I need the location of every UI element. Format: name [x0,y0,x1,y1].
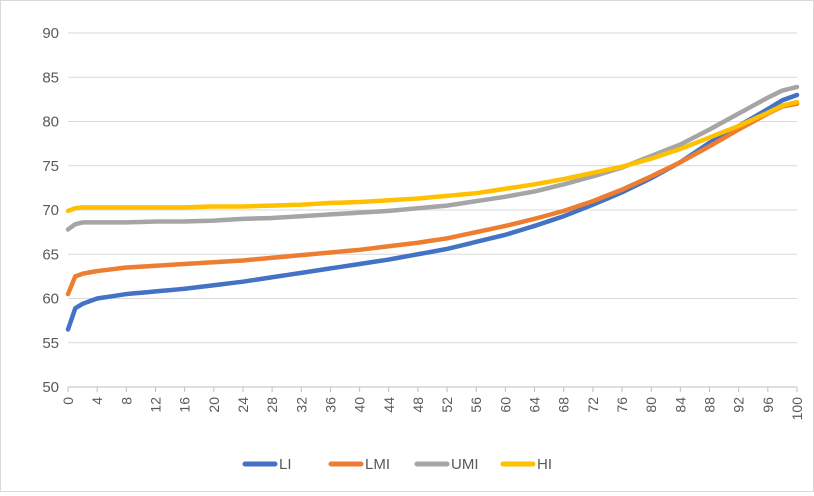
x-axis: 0 4 8 12 16 20 24 28 32 36 40 44 48 52 56 60 64 68 72 76 80 8… [60,386,805,421]
series-line-li [65,92,800,332]
x-tick-label: 28 [264,397,280,413]
x-tick-label: 56 [468,397,484,413]
x-tick-label: 16 [177,397,193,413]
y-tick-label: 90 [42,25,59,42]
x-tick-label: 88 [702,397,718,413]
x-tick-label: 72 [585,397,601,413]
x-tick-label: 48 [410,397,426,413]
y-tick-label: 55 [42,335,59,352]
x-tick-label: 12 [147,397,163,413]
x-tick-label: 84 [672,397,688,413]
legend-label-umi: UMI [451,456,479,473]
x-tick-label: 76 [614,397,630,413]
x-tick-label: 64 [527,397,543,413]
x-tick-label: 60 [497,397,513,413]
gridlines [68,32,797,344]
x-tick-label: 32 [293,397,309,413]
x-tick-label: 0 [60,397,76,405]
x-tick-label: 4 [89,397,105,405]
x-tick-label: 24 [235,397,251,413]
x-tick-label: 96 [760,397,776,413]
x-tick-label: 52 [439,397,455,413]
x-tick-label: 100 [789,397,805,421]
x-tick-label: 92 [731,397,747,413]
x-tick-label: 36 [322,397,338,413]
y-tick-label: 60 [42,291,59,308]
x-tick-label: 68 [556,397,572,413]
series-line-umi [65,84,800,232]
y-tick-label: 75 [42,158,59,175]
x-tick-label: 80 [643,397,659,413]
series-line-lmi [65,101,800,297]
x-tick-label: 8 [118,397,134,405]
x-tick-label: 20 [206,397,222,413]
series-line-hi [65,99,800,214]
legend: LI LMI UMI HI [242,456,552,473]
y-axis-tick-labels: 50 55 60 65 70 75 80 85 90 [42,25,59,396]
y-tick-label: 85 [42,69,59,86]
y-tick-label: 70 [42,202,59,219]
x-tick-label: 44 [381,397,397,413]
y-tick-label: 65 [42,246,59,263]
x-tick-label: 40 [352,397,368,413]
y-tick-label: 80 [42,114,59,131]
y-tick-label: 50 [42,379,59,396]
legend-label-hi: HI [537,456,552,473]
series-lines [65,84,800,332]
legend-label-li: LI [279,456,292,473]
legend-label-lmi: LMI [365,456,390,473]
